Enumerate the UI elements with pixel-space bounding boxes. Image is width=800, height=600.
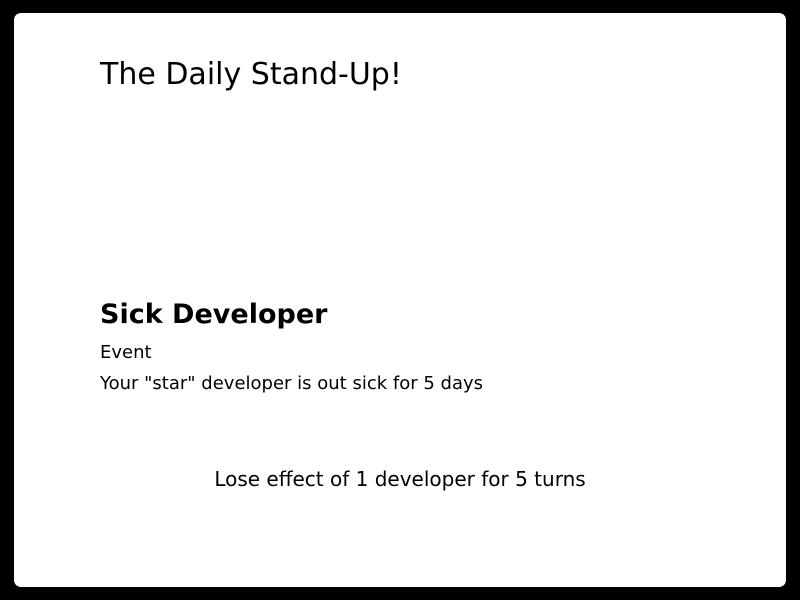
- card-type-label: Event: [100, 342, 152, 363]
- game-title: The Daily Stand-Up!: [100, 57, 402, 92]
- event-card: The Daily Stand-Up! Sick Developer Event…: [14, 13, 786, 587]
- card-name: Sick Developer: [100, 299, 328, 330]
- card-description: Your "star" developer is out sick for 5 …: [100, 373, 484, 394]
- card-effect: Lose effect of 1 developer for 5 turns: [214, 467, 586, 491]
